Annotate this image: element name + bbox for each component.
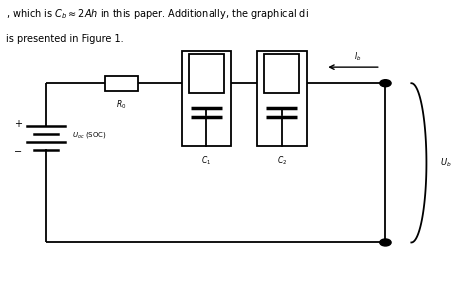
Bar xyxy=(189,54,224,94)
Text: is presented in Figure 1.: is presented in Figure 1. xyxy=(6,34,124,44)
Text: $C_2$: $C_2$ xyxy=(277,155,287,167)
Text: $-$: $-$ xyxy=(13,145,22,155)
Text: $R_0$: $R_0$ xyxy=(116,98,127,111)
Bar xyxy=(105,76,138,91)
Bar xyxy=(257,51,307,146)
Text: , which is $C_b \approx 2Ah$ in this paper. Additionally, the graphical di: , which is $C_b \approx 2Ah$ in this pap… xyxy=(6,7,309,21)
Text: $C_1$: $C_1$ xyxy=(201,155,211,167)
Text: $R_1$: $R_1$ xyxy=(201,69,211,79)
Circle shape xyxy=(380,239,391,246)
Text: $U_{oc}$ (SOC): $U_{oc}$ (SOC) xyxy=(72,130,107,140)
Text: +: + xyxy=(14,119,22,129)
Circle shape xyxy=(380,80,391,87)
Text: $R_2$: $R_2$ xyxy=(277,69,286,79)
Bar xyxy=(264,54,300,94)
Bar xyxy=(182,51,231,146)
Text: $U_b$: $U_b$ xyxy=(439,157,451,169)
Text: $I_b$: $I_b$ xyxy=(354,50,362,63)
